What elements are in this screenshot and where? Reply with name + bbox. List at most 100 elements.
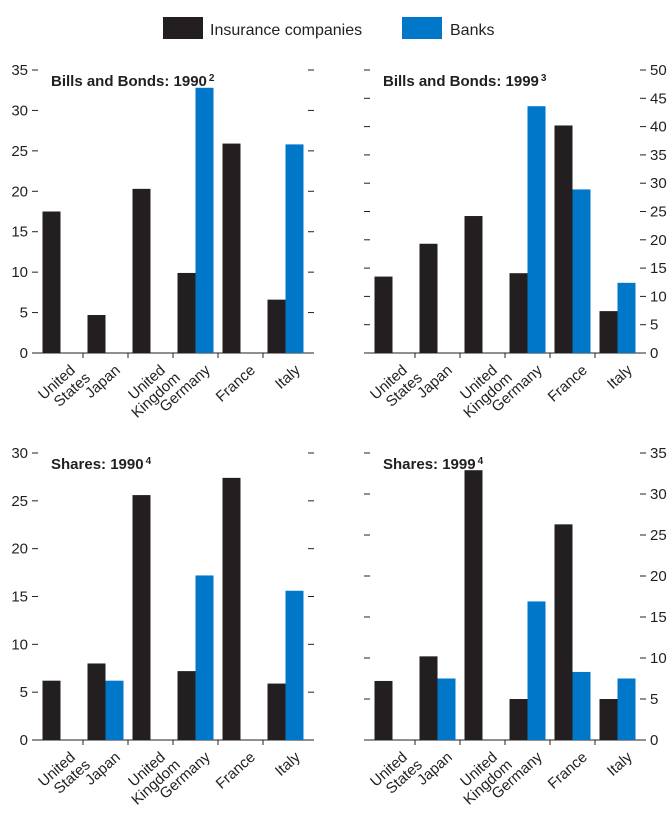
y-tick-label: 30 xyxy=(650,486,667,503)
legend-swatch-insurance xyxy=(163,17,203,39)
y-tick-label: 5 xyxy=(20,305,28,322)
panel-title: Shares: 1990 4 xyxy=(51,456,152,473)
y-tick-label: 15 xyxy=(11,589,28,606)
bar-insurance xyxy=(510,273,528,353)
y-tick-label: 5 xyxy=(650,691,658,708)
y-tick-label: 10 xyxy=(11,636,28,653)
x-tick-label: France xyxy=(213,362,259,406)
bar-insurance xyxy=(268,684,286,740)
y-tick-label: 20 xyxy=(650,568,667,585)
y-tick-label: 20 xyxy=(11,183,28,200)
y-tick-label: 40 xyxy=(650,119,667,136)
y-tick-label: 30 xyxy=(11,102,28,119)
x-tick-label: France xyxy=(545,749,591,793)
bar-insurance xyxy=(465,470,483,740)
bar-banks xyxy=(196,88,214,353)
bar-banks xyxy=(573,672,591,740)
chart-panel-2: Bills and Bonds: 1999 3051015202530354045… xyxy=(364,62,667,422)
panel-title: Bills and Bonds: 1990 2 xyxy=(51,73,215,90)
x-tick-label: Italy xyxy=(604,361,636,392)
bar-insurance xyxy=(223,144,241,353)
y-tick-label: 0 xyxy=(20,732,28,749)
y-tick-label: 15 xyxy=(650,609,667,626)
y-tick-label: 25 xyxy=(650,527,667,544)
bar-insurance xyxy=(88,315,106,353)
y-tick-label: 25 xyxy=(11,143,28,160)
y-tick-label: 25 xyxy=(11,493,28,510)
y-tick-label: 50 xyxy=(650,62,667,79)
bar-insurance xyxy=(375,277,393,353)
panel-title-text: Bills and Bonds: 1999 xyxy=(383,73,539,90)
bar-banks xyxy=(286,591,304,740)
x-tick-label: France xyxy=(545,362,591,406)
y-tick-label: 5 xyxy=(20,684,28,701)
y-tick-label: 30 xyxy=(11,445,28,462)
bar-banks xyxy=(528,601,546,740)
bar-insurance xyxy=(268,300,286,353)
panel-title-footnote: 2 xyxy=(209,73,215,84)
legend-swatch-banks xyxy=(402,17,442,39)
bar-insurance xyxy=(510,699,528,740)
legend: Insurance companies Banks xyxy=(163,17,494,39)
bar-insurance xyxy=(420,244,438,353)
bar-banks xyxy=(618,679,636,741)
y-tick-label: 10 xyxy=(650,288,667,305)
bar-banks xyxy=(196,575,214,740)
y-tick-label: 5 xyxy=(650,317,658,334)
panel-title-text: Bills and Bonds: 1990 xyxy=(51,73,207,90)
bar-banks xyxy=(438,679,456,741)
panel-title-text: Shares: 1990 xyxy=(51,456,144,473)
chart-panel-1: Bills and Bonds: 1990 205101520253035Unit… xyxy=(11,62,314,422)
bar-insurance xyxy=(375,681,393,740)
y-tick-label: 35 xyxy=(11,62,28,79)
x-tick-label: Italy xyxy=(272,748,304,779)
bar-insurance xyxy=(600,699,618,740)
x-tick-label: France xyxy=(213,749,259,793)
x-tick-label: Italy xyxy=(272,361,304,392)
bar-insurance xyxy=(43,681,61,740)
panel-title-footnote: 4 xyxy=(146,456,152,467)
bar-insurance xyxy=(465,216,483,353)
bar-insurance xyxy=(555,125,573,353)
bar-insurance xyxy=(133,189,151,353)
chart-panel-4: Shares: 1999 405101520253035UnitedStatesJ… xyxy=(364,445,667,809)
y-tick-label: 10 xyxy=(11,264,28,281)
y-tick-label: 30 xyxy=(650,175,667,192)
legend-label-banks: Banks xyxy=(450,22,494,39)
y-tick-label: 15 xyxy=(11,224,28,241)
panel-title-footnote: 4 xyxy=(478,456,484,467)
y-tick-label: 45 xyxy=(650,90,667,107)
bar-banks xyxy=(286,144,304,353)
y-tick-label: 35 xyxy=(650,147,667,164)
y-tick-label: 15 xyxy=(650,260,667,277)
chart-panels: Bills and Bonds: 1990 205101520253035Unit… xyxy=(11,62,666,809)
y-tick-label: 0 xyxy=(650,345,658,362)
y-tick-label: 35 xyxy=(650,445,667,462)
y-tick-label: 25 xyxy=(650,204,667,221)
y-tick-label: 10 xyxy=(650,650,667,667)
bar-insurance xyxy=(420,656,438,740)
bar-banks xyxy=(573,189,591,353)
bar-insurance xyxy=(555,524,573,740)
bar-insurance xyxy=(223,478,241,740)
bar-banks xyxy=(528,106,546,353)
panel-title-footnote: 3 xyxy=(541,73,547,84)
bar-insurance xyxy=(88,663,106,740)
chart-panel-3: Shares: 1990 4051015202530UnitedStatesJap… xyxy=(11,445,314,809)
panel-title-text: Shares: 1999 xyxy=(383,456,476,473)
bar-insurance xyxy=(178,273,196,353)
bar-insurance xyxy=(43,212,61,354)
panel-title: Bills and Bonds: 1999 3 xyxy=(383,73,547,90)
bar-banks xyxy=(106,681,124,740)
bar-insurance xyxy=(600,311,618,353)
bar-insurance xyxy=(133,495,151,740)
y-tick-label: 20 xyxy=(650,232,667,249)
bar-banks xyxy=(618,283,636,353)
y-tick-label: 0 xyxy=(20,345,28,362)
legend-label-insurance: Insurance companies xyxy=(210,22,362,39)
y-tick-label: 0 xyxy=(650,732,658,749)
x-tick-label: Italy xyxy=(604,748,636,779)
bar-insurance xyxy=(178,671,196,740)
